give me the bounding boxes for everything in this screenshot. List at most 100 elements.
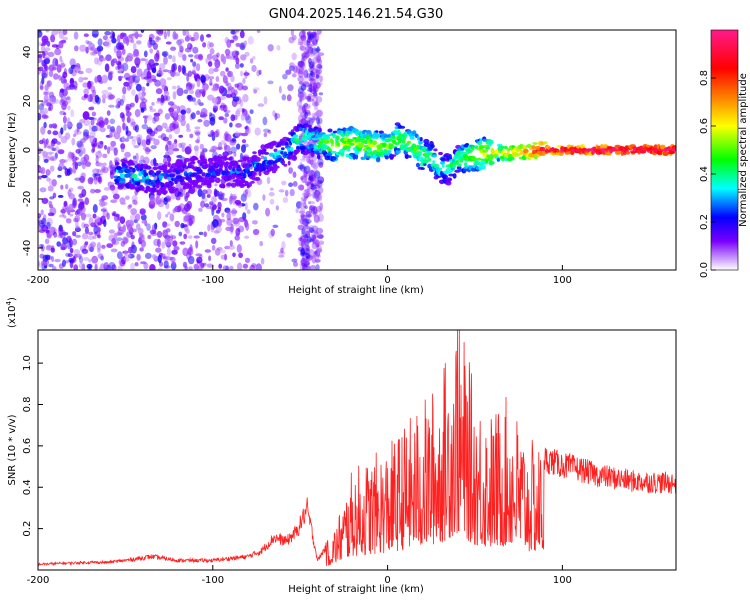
spectrogram-cell (513, 152, 521, 157)
spectrogram-cell (197, 119, 203, 123)
spectrogram-cell (141, 139, 147, 148)
spectrogram-cell (185, 30, 190, 37)
spectrogram-cell (165, 213, 169, 218)
spectrogram-cell (487, 139, 494, 145)
spectrogram-cell (102, 35, 108, 41)
spectrogram-cell (97, 234, 101, 239)
spectrogram-cell (59, 89, 64, 98)
spectrogram-cell (49, 178, 53, 186)
spectrogram-cell (298, 218, 303, 223)
spectrogram-cell (177, 64, 182, 73)
spectrogram-cell (448, 153, 453, 160)
spectrogram-cell (208, 61, 213, 67)
spectrogram-cell (145, 138, 151, 146)
spectrogram-cell (174, 187, 179, 192)
spectrogram-cell (504, 146, 508, 150)
spectrogram-cell (128, 82, 133, 90)
spectrogram-cell (188, 54, 194, 58)
spectrogram-cell (152, 116, 157, 124)
spectrogram-cell (49, 204, 54, 208)
spectrogram-cell (310, 77, 316, 87)
spectrogram-cell (80, 138, 86, 144)
spectrogram-cell (304, 46, 312, 52)
spectrogram-cell (303, 238, 311, 244)
spectrogram-cell (156, 230, 163, 238)
spectrogram-cell (233, 219, 241, 227)
spectrogram-cell (85, 67, 93, 74)
spectrogram-cell (70, 257, 77, 264)
spectrogram-cell (281, 180, 287, 186)
spectrogram-cell (126, 172, 132, 177)
spectrogram-cell (131, 139, 136, 146)
spectrogram-cell (41, 149, 45, 155)
spectrogram-cell (43, 142, 47, 149)
spectrogram-cell (158, 267, 163, 270)
spectrogram-cell (240, 70, 244, 77)
spectrogram-cell (301, 219, 307, 226)
spectrogram-cell (38, 147, 43, 155)
spectrogram-cell (208, 255, 212, 262)
spectrogram-cell (302, 120, 306, 124)
spectrogram-cell (78, 76, 84, 83)
spectrogram-cell (305, 257, 310, 266)
spectrogram-cell (239, 30, 245, 39)
spectrogram-cell (306, 188, 310, 196)
spectrogram-cell (297, 164, 305, 170)
spectrogram-cell (143, 262, 149, 270)
spectrogram-cell (56, 64, 62, 73)
spectrogram-cell (215, 171, 221, 177)
spectrogram-cell (68, 187, 74, 192)
spectrogram-cell (188, 266, 193, 270)
spectrogram-cell (176, 105, 181, 114)
spectrogram-cell (83, 129, 90, 137)
spectrogram-cell (217, 201, 222, 209)
spectrogram-cell (136, 134, 143, 143)
spectrogram-cell (531, 145, 536, 150)
spectrogram-cell (224, 112, 230, 118)
spectrogram-cell (308, 227, 315, 233)
spectrogram-cell (218, 191, 223, 200)
spectrogram-cell (475, 161, 480, 165)
spectrogram-cell (47, 51, 55, 58)
spectrogram-cell (296, 145, 300, 151)
spectrogram-cell (273, 167, 278, 172)
spectrogram-cell (222, 265, 229, 270)
spectrogram-cell (309, 84, 313, 93)
spectrogram-cell (73, 264, 79, 270)
spectrogram-cell (161, 241, 166, 249)
spectrogram-cell (140, 261, 147, 265)
spectrogram-cell (291, 73, 297, 78)
spectrogram-cell (305, 51, 310, 59)
spectrogram-cell (74, 161, 78, 170)
spectrogram-cell (85, 39, 90, 45)
spectrogram-cell (226, 182, 233, 187)
spectrogram-cell (298, 237, 303, 241)
y-tick-label: 40 (22, 46, 33, 59)
spectrogram-cell (187, 255, 195, 265)
spectrogram-cell (288, 182, 294, 187)
spectrogram-cell (104, 145, 107, 150)
spectrogram-cell (68, 257, 74, 263)
spectrogram-cell (419, 137, 423, 142)
spectrogram-cell (337, 142, 341, 147)
spectrogram-cell (262, 194, 266, 201)
spectrogram-cell (141, 124, 149, 130)
spectrogram-cell (113, 147, 118, 156)
spectrogram-cell (89, 241, 97, 248)
spectrogram-cell (186, 123, 190, 130)
spectrogram-cell (193, 101, 199, 106)
spectrogram-cell (73, 249, 81, 255)
spectrogram-cell (330, 150, 337, 154)
spectrogram-cell (227, 88, 232, 95)
spectrogram-cell (303, 170, 308, 178)
spectrogram-cell (234, 199, 242, 205)
spectrogram-cell (53, 73, 59, 80)
spectrogram-cell (542, 152, 546, 156)
spectrogram-cell (301, 30, 306, 35)
spectrogram-cell (303, 241, 310, 247)
spectrogram-cell (102, 153, 108, 159)
spectrogram-cell (471, 145, 475, 151)
spectrogram-cell (330, 139, 335, 145)
spectrogram-cell (80, 172, 86, 181)
spectrogram-cell (102, 97, 106, 104)
